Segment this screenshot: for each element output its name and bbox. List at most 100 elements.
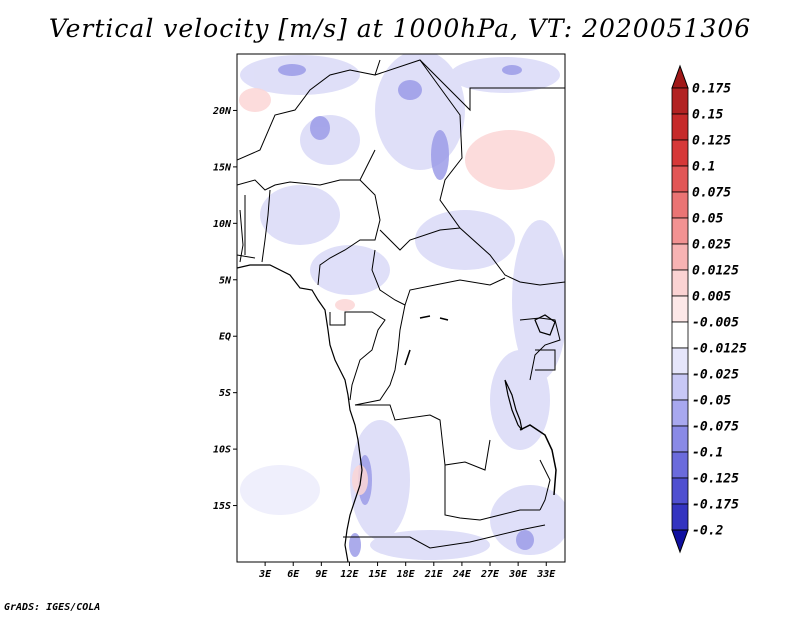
border-line <box>317 179 381 286</box>
colorbar-label: 0.075 <box>692 186 731 201</box>
colorbar-top-arrow <box>671 64 689 89</box>
downward-velocity-areas <box>240 54 565 560</box>
border-line <box>329 311 386 401</box>
border-line <box>237 59 381 161</box>
border-line <box>371 249 506 306</box>
shading-patch <box>352 465 368 495</box>
lon-tick-label: 15E <box>369 569 388 580</box>
shading-patch <box>465 130 555 190</box>
lake-outline <box>519 424 557 496</box>
colorbar-swatch <box>671 425 689 453</box>
colorbar-label: -0.0125 <box>692 342 747 357</box>
colorbar-label: 0.05 <box>692 212 723 227</box>
coastline-path <box>239 209 244 263</box>
colorbar-label: -0.175 <box>692 498 739 513</box>
lat-tick-label: 10N <box>213 219 232 230</box>
colorbar-swatch <box>671 373 689 401</box>
shading-patch <box>375 54 465 170</box>
colorbar: 0.175 0.15 0.125 0.1 0.075 0.05 0.025 0.0125 0.0… <box>671 64 747 554</box>
colorbar-swatch <box>671 113 689 141</box>
border-line <box>444 465 540 521</box>
shading-patch <box>240 55 360 95</box>
colorbar-label: -0.05 <box>692 394 731 409</box>
colorbar-label: -0.125 <box>692 472 739 487</box>
border-line <box>237 189 271 263</box>
colorbar-label: 0.125 <box>692 134 731 149</box>
colorbar-swatch <box>671 451 689 479</box>
lat-tick-label: 5N <box>219 275 232 286</box>
map-frame <box>236 53 566 563</box>
grads-credit: GrADS: IGES/COLA <box>4 602 101 613</box>
lake-outline <box>404 315 449 366</box>
shading-patch <box>300 115 360 165</box>
colorbar-swatch <box>671 477 689 505</box>
coastline-path <box>237 264 363 562</box>
lon-tick-label: 30E <box>508 569 528 580</box>
colorbar-label: -0.1 <box>692 446 723 461</box>
lon-tick-label: 6E <box>287 569 300 580</box>
colorbar-swatch <box>671 243 689 271</box>
latitude-axis: 20N 15N 10N 5N EQ 5S 10S 15S <box>212 106 237 512</box>
shading-patch <box>502 65 522 75</box>
country-borders <box>237 59 565 549</box>
colorbar-label: 0.005 <box>692 290 731 305</box>
border-line <box>355 404 491 471</box>
shading-patch <box>490 350 550 450</box>
upward-velocity-areas <box>239 88 555 495</box>
shading-patch <box>240 465 320 515</box>
colorbar-swatch <box>671 399 689 427</box>
colorbar-swatch <box>671 139 689 167</box>
colorbar-label: -0.005 <box>692 316 739 331</box>
shading-patch <box>335 299 355 311</box>
shading-patch <box>512 220 565 380</box>
shading-patch <box>490 485 565 555</box>
shading-patch <box>310 245 390 295</box>
colorbar-swatch <box>671 217 689 245</box>
colorbar-label: -0.2 <box>692 524 723 539</box>
lon-tick-label: 9E <box>315 569 328 580</box>
chart-title: Vertical velocity [m/s] at 1000hPa, VT: … <box>48 14 752 43</box>
colorbar-label: 0.175 <box>692 82 731 97</box>
lat-tick-label: EQ <box>219 332 231 343</box>
shading-patch <box>516 530 534 550</box>
border-line <box>539 459 551 511</box>
shading-patch <box>260 185 340 245</box>
border-line <box>354 304 406 406</box>
lat-tick-label: 15N <box>213 162 232 173</box>
shading-patch <box>310 116 330 140</box>
colorbar-swatch <box>671 503 689 531</box>
border-line <box>374 59 565 112</box>
colorbar-swatch <box>671 347 689 375</box>
colorbar-swatch <box>671 191 689 219</box>
colorbar-label: 0.1 <box>692 160 715 175</box>
lon-tick-label: 18E <box>397 569 416 580</box>
stronger-downward-areas <box>278 64 534 557</box>
lon-tick-label: 33E <box>536 569 556 580</box>
lake-outline <box>504 379 523 431</box>
longitude-axis: 3E 6E 9E 12E 15E 18E 21E 24E 27E 30E 33E <box>258 562 556 580</box>
colorbar-label: 0.025 <box>692 238 731 253</box>
colorbar-bottom-arrow <box>671 529 689 554</box>
lat-tick-label: 15S <box>213 501 231 512</box>
border-line <box>379 227 461 251</box>
lon-tick-label: 21E <box>424 569 444 580</box>
lon-tick-label: 24E <box>452 569 472 580</box>
colorbar-label: 0.15 <box>692 108 723 123</box>
lat-tick-label: 10S <box>213 445 231 456</box>
colorbar-swatch <box>671 269 689 297</box>
colorbar-label: -0.075 <box>692 420 739 435</box>
shading-patch <box>415 210 515 270</box>
border-line <box>535 349 556 371</box>
shading-patch <box>349 533 361 557</box>
shading-patch <box>450 57 560 93</box>
colorbar-swatch <box>671 321 689 349</box>
lake-outline <box>534 314 556 336</box>
velocity-field <box>237 54 565 562</box>
map-panel <box>236 53 566 563</box>
colorbar-swatch <box>671 87 689 115</box>
lon-tick-label: 12E <box>340 569 359 580</box>
shading-patch <box>239 88 271 112</box>
coastline <box>237 209 557 562</box>
border-line <box>343 524 546 549</box>
